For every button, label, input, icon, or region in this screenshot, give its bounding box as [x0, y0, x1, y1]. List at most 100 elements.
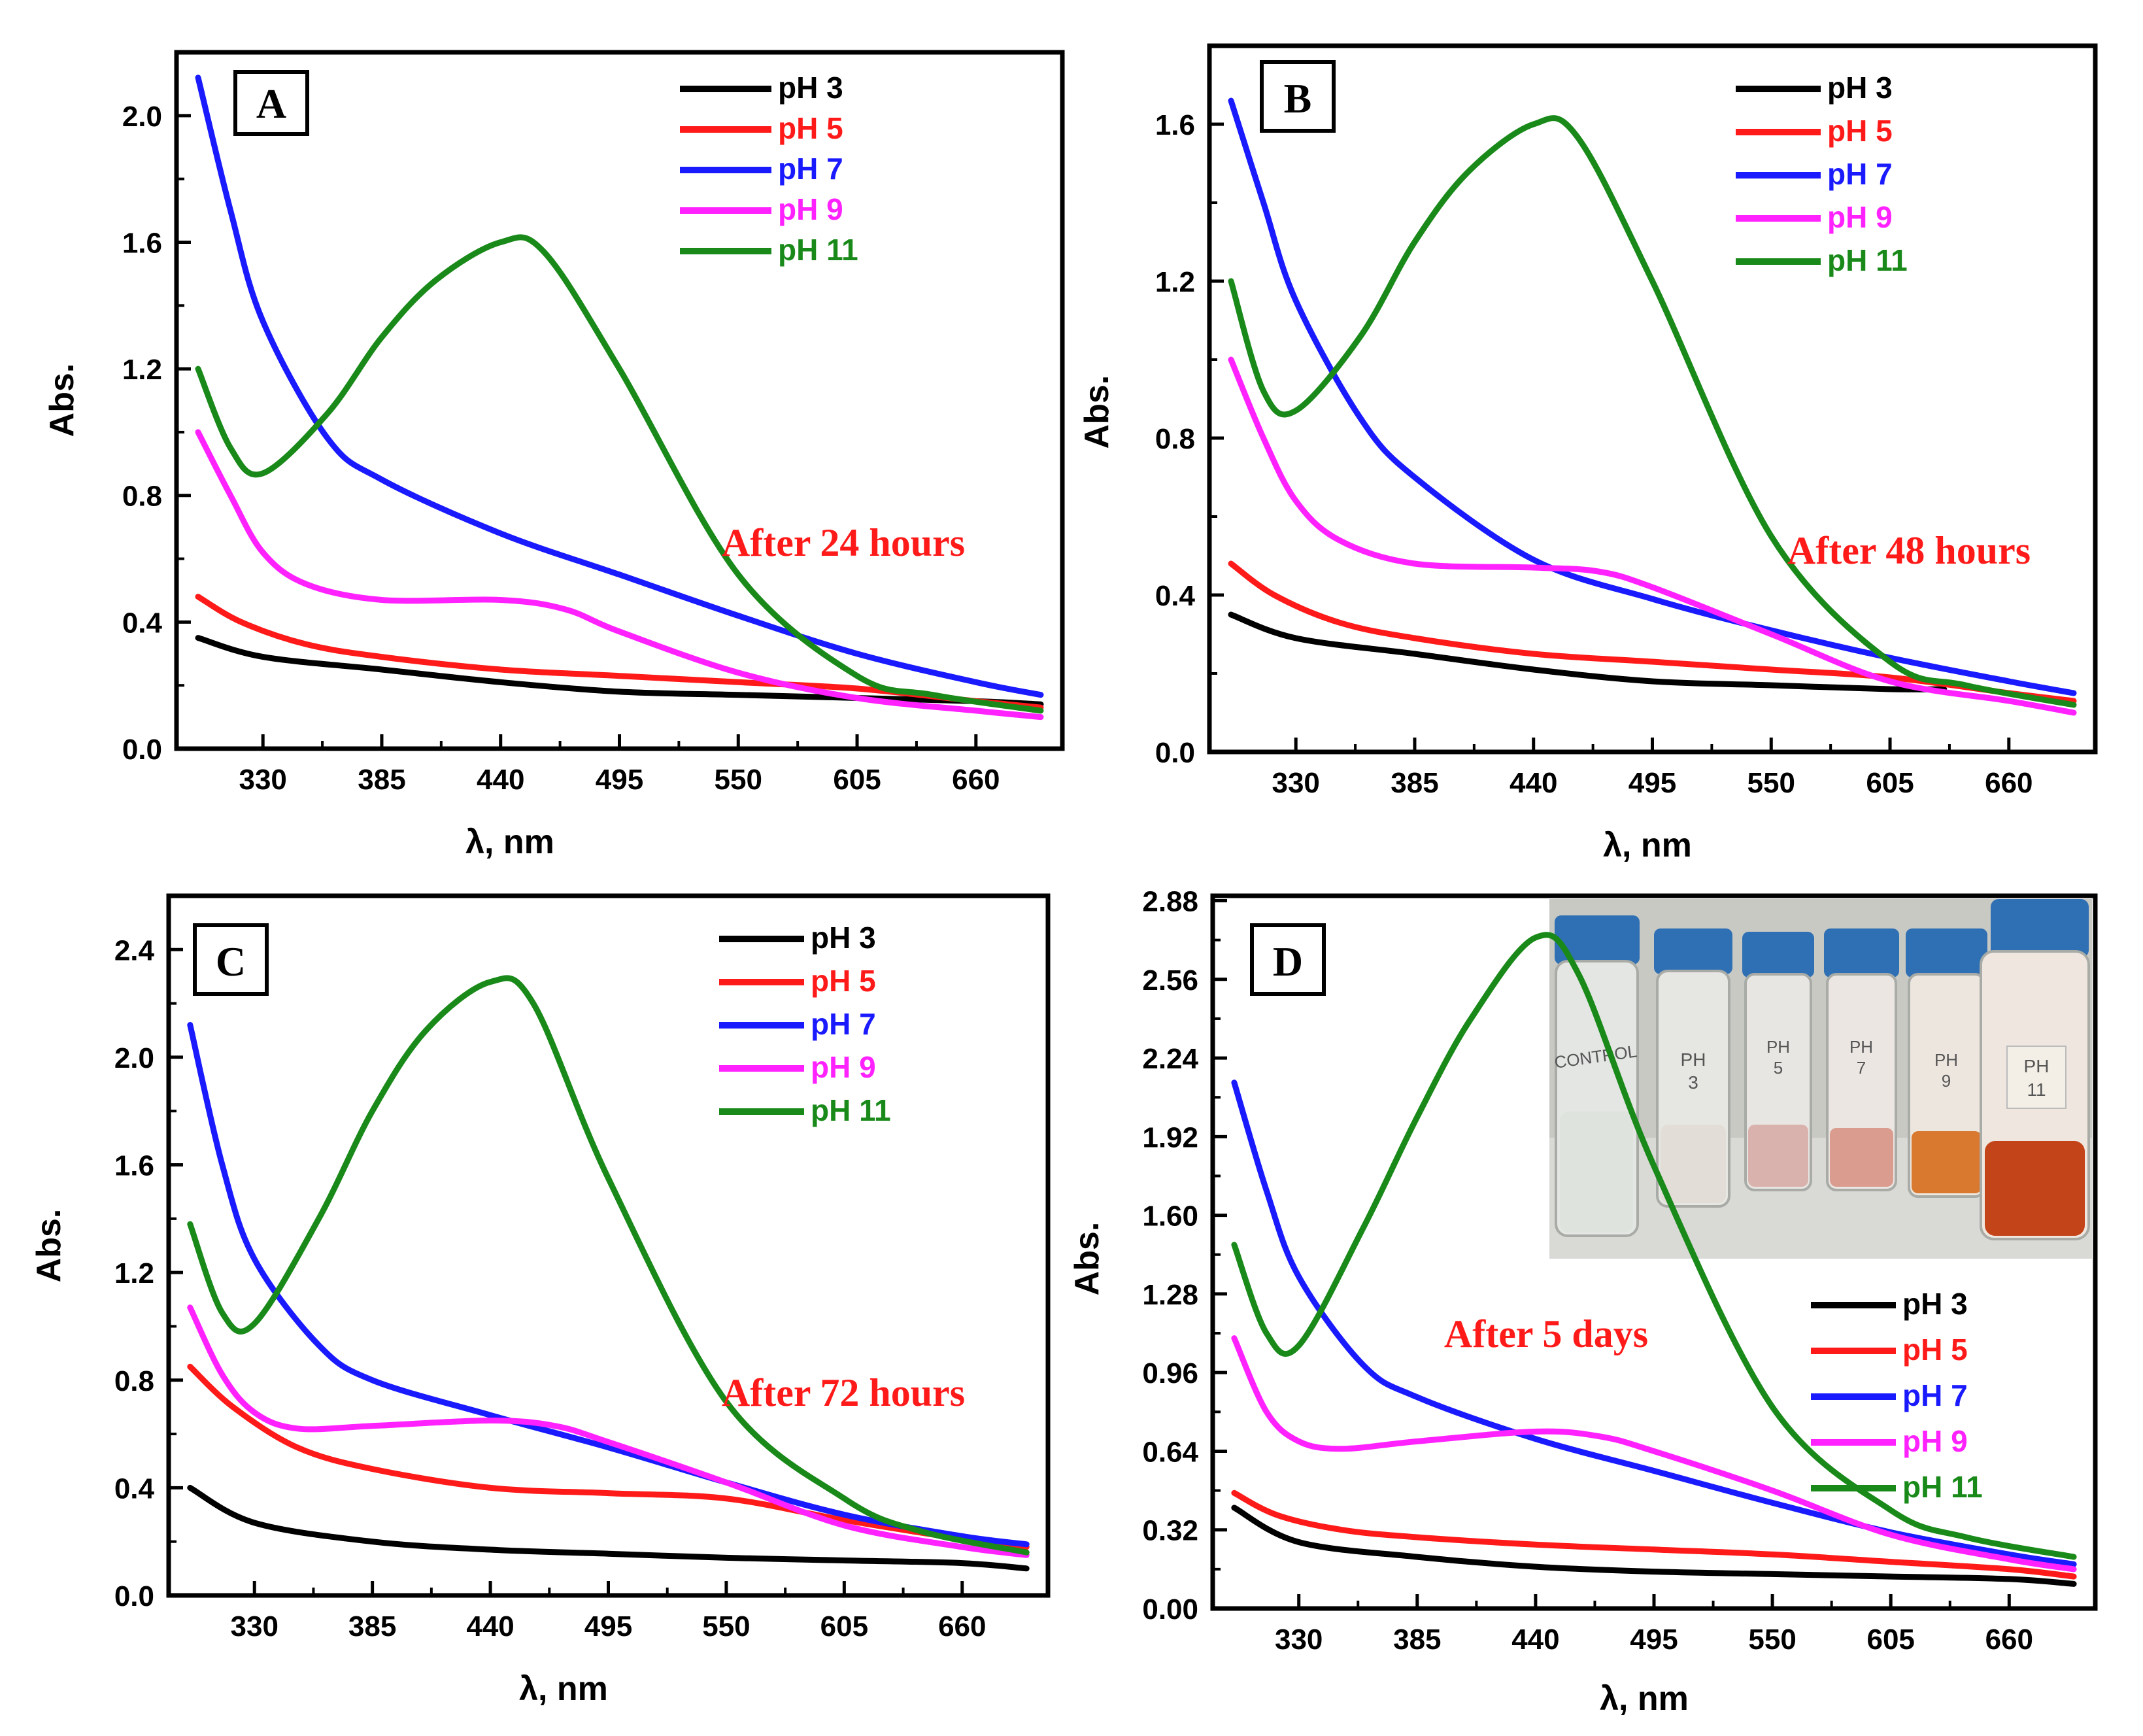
- panel-label-c: C: [216, 938, 246, 985]
- curves-c: [187, 975, 1030, 1572]
- legend-label-a-ph11: pH 11: [778, 233, 858, 267]
- svg-text:9: 9: [1942, 1071, 1951, 1091]
- x-tick-label-b-660: 660: [1985, 767, 2033, 799]
- x-tick-label-a-495: 495: [596, 764, 643, 796]
- x-axis-title-b: λ, nm: [1603, 826, 1692, 864]
- y-tick-label-d-6: 1.92: [1142, 1121, 1198, 1153]
- y-tick-label-b-4: 1.6: [1155, 109, 1195, 141]
- series-line-c-ph5: [187, 1363, 1030, 1550]
- x-axis-title-a: λ, nm: [465, 823, 554, 861]
- y-tick-label-c-3: 1.2: [114, 1257, 154, 1289]
- vial-ph9: PH 9: [1906, 928, 1987, 1198]
- svg-text:7: 7: [1857, 1058, 1866, 1078]
- legend-label-b-ph9: pH 9: [1827, 200, 1893, 234]
- panel-c: 330 385 440 495 550 605 660 0.0 0.4 0.8 1.2 1.6 2.0 2…: [30, 893, 1051, 1708]
- curves-a: [195, 75, 1044, 721]
- series-line-b-ph7: [1228, 97, 2077, 696]
- y-tick-label-d-1: 0.32: [1142, 1515, 1198, 1547]
- y-tick-label-d-8: 2.56: [1142, 964, 1198, 996]
- legend-d: pH 3 pH 5 pH 7 pH 9 pH 11: [1811, 1287, 1983, 1504]
- legend-label-b-ph3: pH 3: [1827, 71, 1893, 105]
- y-axis-title-c: Abs.: [30, 1209, 68, 1283]
- legend-c: pH 3 pH 5 pH 7 pH 9 pH 11: [719, 921, 891, 1127]
- svg-text:PH: PH: [1681, 1049, 1706, 1070]
- svg-text:PH: PH: [1766, 1037, 1790, 1057]
- ticks-c: 330 385 440 495 550 605 660 0.0 0.4 0.8 1.2 1.6 2.0 2…: [114, 934, 987, 1642]
- svg-text:3: 3: [1688, 1072, 1698, 1093]
- y-tick-label-c-1: 0.4: [114, 1472, 155, 1505]
- vial-photo-inset: CONTROL PH 3 PH 5 PH 7: [1549, 899, 2092, 1259]
- y-tick-label-d-7: 2.24: [1142, 1043, 1198, 1075]
- legend-label-a-ph9: pH 9: [778, 192, 843, 226]
- x-tick-label-a-385: 385: [358, 764, 405, 796]
- panel-b: 330 385 440 495 550 605 660 0.0 0.4 0.8 1.2 1.6 pH …: [1078, 43, 2098, 864]
- series-line-c-ph3: [187, 1484, 1030, 1572]
- y-tick-label-a-4: 1.6: [122, 227, 162, 259]
- y-tick-label-c-4: 1.6: [114, 1150, 154, 1182]
- y-tick-label-c-6: 2.4: [114, 934, 155, 966]
- legend-label-d-ph11: pH 11: [1902, 1470, 1983, 1504]
- ticks-a: 330 385 440 495 550 605 660 0.0 0.4 0.8 1.2 1.6 2.0: [122, 101, 1000, 796]
- x-tick-label-c-330: 330: [231, 1610, 278, 1642]
- legend-label-a-ph5: pH 5: [778, 111, 843, 145]
- legend-label-a-ph3: pH 3: [778, 71, 843, 105]
- series-line-b-ph11: [1228, 115, 2077, 708]
- x-tick-label-d-660: 660: [1985, 1624, 2033, 1656]
- series-line-a-ph3: [195, 635, 1044, 707]
- series-line-c-ph7: [187, 1022, 1030, 1548]
- x-tick-label-c-385: 385: [348, 1610, 396, 1642]
- x-tick-label-d-605: 605: [1866, 1624, 1914, 1656]
- y-tick-label-a-0: 0.0: [122, 734, 162, 766]
- y-axis-title-a: Abs.: [43, 364, 81, 437]
- y-axis-title-d: Abs.: [1068, 1222, 1106, 1296]
- ticks-d: 330 385 440 495 550 605 660 0.00 0.32 0.64 0.96 1.2…: [1142, 886, 2033, 1656]
- y-tick-label-b-1: 0.4: [1155, 580, 1196, 612]
- vial-ph11: PH 11: [1980, 899, 2090, 1240]
- svg-text:5: 5: [1774, 1058, 1783, 1078]
- x-tick-label-c-660: 660: [938, 1610, 986, 1642]
- y-tick-label-b-2: 0.8: [1155, 423, 1195, 455]
- series-line-c-ph11: [187, 975, 1030, 1556]
- panel-label-box-b: B: [1260, 60, 1336, 133]
- annotation-c: After 72 hours: [722, 1371, 965, 1414]
- ticks-b: 330 385 440 495 550 605 660 0.0 0.4 0.8 1.2 1.6: [1155, 109, 2033, 799]
- series-line-a-ph7: [195, 75, 1044, 698]
- x-tick-label-b-550: 550: [1747, 767, 1795, 799]
- y-tick-label-d-0: 0.00: [1142, 1593, 1198, 1625]
- x-tick-label-d-440: 440: [1511, 1624, 1559, 1656]
- panel-label-d: D: [1273, 938, 1303, 985]
- legend-label-b-ph7: pH 7: [1827, 157, 1893, 191]
- legend-label-c-ph11: pH 11: [811, 1093, 891, 1127]
- y-tick-label-d-5: 1.60: [1142, 1200, 1198, 1233]
- y-axis-title-b: Abs.: [1078, 375, 1116, 449]
- y-tick-label-b-0: 0.0: [1155, 737, 1195, 769]
- y-tick-label-a-1: 0.4: [122, 607, 163, 639]
- vial-ph7: PH 7: [1824, 928, 1899, 1191]
- x-axis-title-d: λ, nm: [1600, 1680, 1689, 1718]
- x-tick-label-b-330: 330: [1272, 767, 1319, 799]
- panel-d: 330 385 440 495 550 605 660 0.00 0.32 0.64 0.96 1.2…: [1068, 886, 2098, 1718]
- y-tick-label-a-2: 0.8: [122, 481, 162, 513]
- y-tick-label-a-3: 1.2: [122, 354, 162, 386]
- legend-label-c-ph3: pH 3: [811, 921, 876, 955]
- panel-label-a: A: [256, 80, 286, 127]
- panel-a: 330 385 440 495 550 605 6600.00.40.81.21.62.0 …: [43, 50, 1065, 861]
- y-tick-label-c-0: 0.0: [114, 1580, 154, 1612]
- y-tick-label-d-3: 0.96: [1142, 1357, 1198, 1389]
- series-line-b-ph3: [1228, 611, 1948, 692]
- x-tick-label-b-605: 605: [1866, 767, 1914, 799]
- x-tick-label-b-440: 440: [1510, 767, 1557, 799]
- series-line-b-ph9: [1228, 356, 2077, 716]
- x-tick-label-c-495: 495: [584, 1610, 632, 1642]
- panel-label-box-c: C: [193, 923, 269, 996]
- legend-label-c-ph5: pH 5: [811, 964, 876, 998]
- panel-label-box-a: A: [233, 70, 309, 136]
- x-tick-label-a-330: 330: [239, 764, 286, 796]
- x-tick-label-c-550: 550: [702, 1610, 750, 1642]
- legend-label-a-ph7: pH 7: [778, 152, 843, 186]
- x-tick-label-d-495: 495: [1630, 1624, 1678, 1656]
- x-tick-label-d-550: 550: [1748, 1624, 1796, 1656]
- legend-label-b-ph11: pH 11: [1827, 243, 1908, 277]
